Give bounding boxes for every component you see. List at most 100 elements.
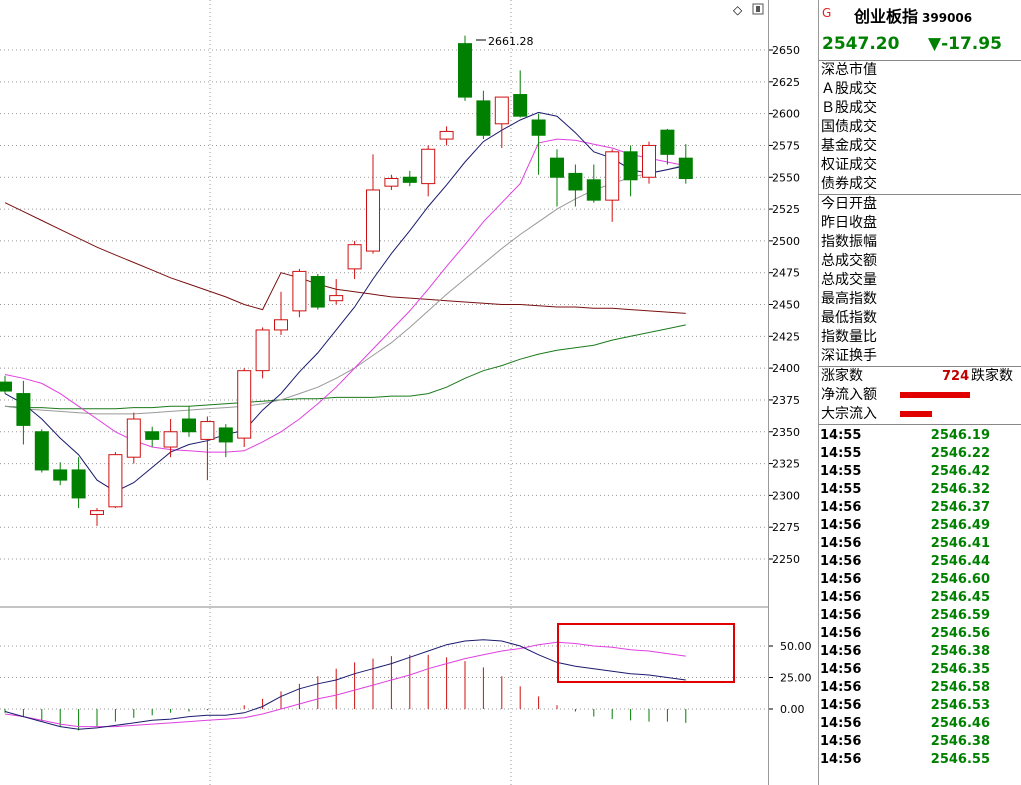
candle <box>310 273 325 310</box>
candle-body-down <box>568 172 583 191</box>
stat-label: 基金成交 <box>821 138 877 154</box>
breadth-group: 涨家数 724 跌家数 净流入额 大宗流入 <box>818 366 1021 424</box>
candle <box>366 154 380 254</box>
candle <box>660 128 675 165</box>
tick-value: 2546.53 <box>930 698 990 713</box>
price-tick-label: 2625 <box>772 76 800 89</box>
kline-chart[interactable]: 2661.28 ◇ <box>0 0 768 785</box>
candle-body-up <box>421 148 436 185</box>
candle-body-up <box>494 96 509 125</box>
tick-list[interactable]: 14:55 2546.19 14:55 2546.22 14:55 2546.42 14:5… <box>818 424 1021 769</box>
high-marker: 2661.28 <box>476 35 534 48</box>
scroll-button[interactable] <box>752 3 764 15</box>
candle <box>255 327 270 379</box>
candle-body-up <box>605 151 620 201</box>
tick-value: 2546.38 <box>930 734 990 749</box>
tick-row: 14:56 2546.41 <box>818 535 1021 553</box>
tick-value: 2546.44 <box>930 554 990 569</box>
tick-row: 14:56 2546.46 <box>818 715 1021 733</box>
chart-toolbar[interactable]: ◇ <box>733 3 764 17</box>
candle-body-down <box>623 151 638 181</box>
candle <box>163 419 178 458</box>
candle-body-up <box>274 319 288 331</box>
price-tick-label: 2650 <box>772 44 800 57</box>
ma-magenta-line <box>4 138 686 453</box>
tick-row: 14:56 2546.59 <box>818 607 1021 625</box>
tick-time: 14:56 <box>820 608 862 623</box>
price-tick-label: 2450 <box>772 299 800 312</box>
candle <box>108 452 123 509</box>
tick-value: 2546.46 <box>930 716 990 731</box>
stat-label: Ａ股成交 <box>821 81 877 97</box>
candle <box>494 96 509 148</box>
candle-body-down <box>0 381 12 392</box>
candle-body-down <box>310 276 325 308</box>
candle-body-down <box>550 157 564 178</box>
candle-body-up <box>108 454 123 508</box>
advance-label: 涨家数 <box>821 368 863 384</box>
candle <box>458 35 472 101</box>
stat-label: 债券成交 <box>821 176 877 192</box>
candle <box>200 416 215 481</box>
candle-body-down <box>218 427 233 443</box>
tick-row: 14:55 2546.32 <box>818 481 1021 499</box>
tick-value: 2546.41 <box>930 536 990 551</box>
tick-value: 2546.22 <box>930 446 990 461</box>
candle-body-up <box>329 295 344 302</box>
stat-label: 国债成交 <box>821 119 877 135</box>
group-flag: G <box>822 6 832 20</box>
candle-body-down <box>476 100 491 136</box>
price-tick-label: 2575 <box>772 139 800 152</box>
candle-body-up <box>163 431 178 448</box>
chart-grid <box>0 0 768 785</box>
tick-time: 14:55 <box>820 446 862 461</box>
candle <box>605 149 620 222</box>
candle <box>678 144 693 184</box>
candle <box>402 170 417 187</box>
candle-body-down <box>16 393 31 426</box>
tick-time: 14:55 <box>820 464 862 479</box>
candle-body-down <box>513 94 528 117</box>
candle-body-up <box>237 370 252 439</box>
stat-label: 权证成交 <box>821 157 877 173</box>
price-line: 2547.20 ▼-17.95 <box>818 30 1021 60</box>
candle <box>182 406 196 437</box>
tick-value: 2546.58 <box>930 680 990 695</box>
tick-time: 14:56 <box>820 518 862 533</box>
tick-row: 14:56 2546.45 <box>818 589 1021 607</box>
candle <box>145 426 160 448</box>
candle <box>90 508 104 526</box>
stat-label: 最高指数 <box>821 291 877 307</box>
tick-time: 14:56 <box>820 716 862 731</box>
price-tick-label: 2350 <box>772 426 800 439</box>
candle-body-up <box>439 130 454 140</box>
tick-time: 14:56 <box>820 572 862 587</box>
candle <box>642 141 656 184</box>
candle-body-down <box>586 179 601 201</box>
tick-time: 14:56 <box>820 734 862 749</box>
candle-body-down <box>182 418 196 433</box>
tick-time: 14:56 <box>820 554 862 569</box>
stat-label: 昨日收盘 <box>821 215 877 231</box>
dea-line <box>4 641 686 728</box>
price-tick-label: 2400 <box>772 362 800 375</box>
candle-body-down <box>53 469 68 481</box>
diamond-icon[interactable]: ◇ <box>733 3 743 17</box>
scroll-thumb-icon <box>756 6 760 12</box>
tick-row: 14:55 2546.22 <box>818 445 1021 463</box>
tick-row: 14:56 2546.38 <box>818 733 1021 751</box>
candle-body-down <box>678 157 693 180</box>
price-tick-label: 2375 <box>772 394 800 407</box>
stat-label: 深总市值 <box>821 62 877 78</box>
last-price: 2547.20 <box>822 34 900 54</box>
candle-body-up <box>200 421 215 440</box>
candle-body-up <box>642 144 656 178</box>
security-code: 399006 <box>922 11 973 25</box>
tick-row: 14:56 2546.60 <box>818 571 1021 589</box>
candle <box>531 113 546 175</box>
stats-group-1: 深总市值 Ａ股成交 Ｂ股成交 国债成交 基金成交 权证成交 债券成交 <box>818 60 1021 194</box>
ma-gray-line <box>4 164 686 415</box>
bigflow-label: 大宗流入 <box>821 406 877 422</box>
tick-value: 2546.59 <box>930 608 990 623</box>
candle <box>329 279 344 305</box>
